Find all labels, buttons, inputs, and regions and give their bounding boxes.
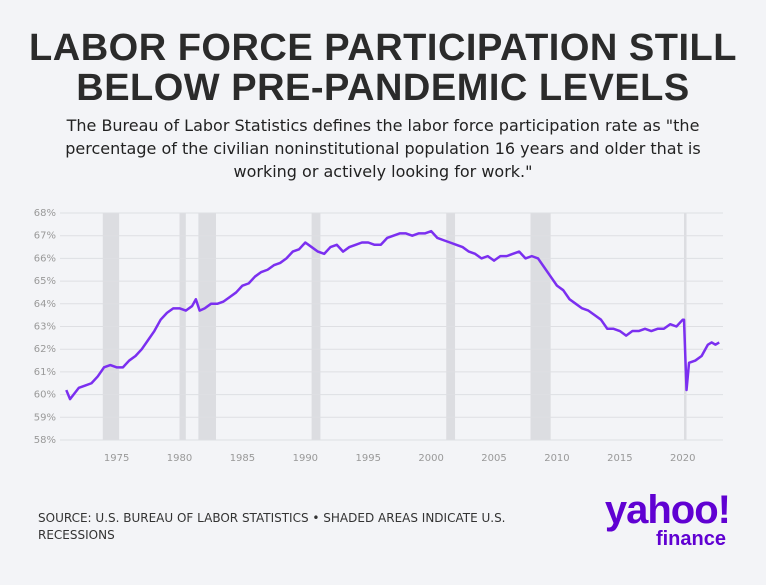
chart-title: LABOR FORCE PARTICIPATION STILL BELOW PR… [29,27,737,109]
x-tick-label: 1995 [355,453,380,464]
y-tick-label: 66% [34,253,56,264]
x-tick-label: 2010 [544,453,569,464]
logo: yahoo! [604,488,731,532]
x-tick-label: 1985 [230,453,255,464]
x-tick-label: 1990 [293,453,318,464]
chart-subtitle: The Bureau of Labor Statistics defines t… [65,116,701,181]
logo-sub: finance [655,528,726,550]
y-tick-label: 67% [34,231,56,242]
x-tick-label: 2020 [670,453,695,464]
y-tick-label: 62% [34,344,56,355]
y-tick-label: 63% [34,322,56,333]
y-tick-label: 59% [34,412,56,423]
x-tick-label: 2000 [418,453,443,464]
y-tick-label: 60% [34,390,56,401]
y-tick-label: 61% [34,367,56,378]
chart: 58% 59% 60% 61% 62% 63% 64% 65% 66% 67% 68% 1975 198… [34,208,723,464]
y-tick-label: 58% [34,435,56,446]
y-tick-label: 65% [34,276,56,287]
data-line [65,229,720,401]
x-tick-label: 2005 [481,453,506,464]
x-tick-label: 1980 [167,453,192,464]
y-tick-label: 64% [34,299,56,310]
x-tick-label: 2015 [607,453,632,464]
x-tick-label: 1975 [104,453,129,464]
y-tick-label: 68% [34,208,56,219]
source-note: SOURCE: U.S. BUREAU OF LABOR STATISTICS … [38,511,506,542]
